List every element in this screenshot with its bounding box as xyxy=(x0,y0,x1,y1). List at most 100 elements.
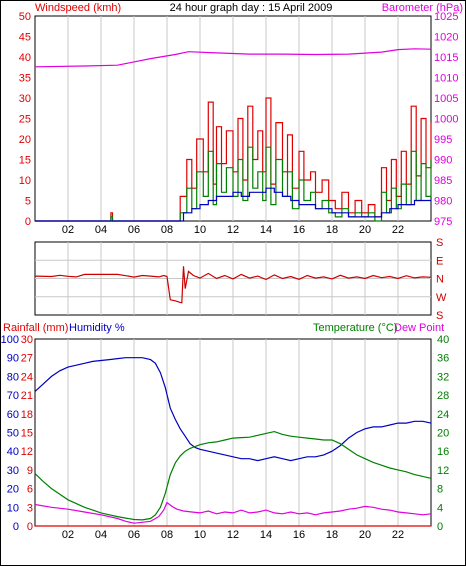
wind-x-tick-label: 08 xyxy=(161,224,173,236)
direction-series xyxy=(34,266,432,304)
wind-left-tick-label: 25 xyxy=(19,114,31,126)
rainfall-tick-label: 15 xyxy=(21,428,33,440)
temp-x-tick-label: 08 xyxy=(161,529,173,541)
humidity-label: Humidity % xyxy=(69,322,125,334)
wind-x-tick-label: 02 xyxy=(62,224,74,236)
humidity-tick-label: 20 xyxy=(7,484,19,496)
rainfall-tick-label: 27 xyxy=(21,353,33,365)
wind-right-tick-label: 990 xyxy=(434,155,452,167)
rainfall-tick-label: 6 xyxy=(27,484,33,496)
wind-left-tick-label: 15 xyxy=(19,155,31,167)
temperature-label: Temperature (°C) xyxy=(313,322,397,334)
temp-x-tick-label: 20 xyxy=(359,529,371,541)
wind-left-ticks: 0 5 10 15 20 25 30 35 40 45 50 xyxy=(19,11,31,228)
wind-left-tick-label: 50 xyxy=(19,11,31,23)
temperature-tick-label: 4 xyxy=(437,502,443,514)
humidity-tick-label: 80 xyxy=(7,371,19,383)
temp-x-tick-label: 18 xyxy=(326,529,338,541)
temperature-tick-label: 12 xyxy=(437,465,449,477)
temperature-tick-label: 36 xyxy=(437,353,449,365)
temperature-tick-label: 0 xyxy=(437,521,443,533)
wind-left-label: Windspeed (kmh) xyxy=(35,2,121,14)
wind-x-ticks: 02 04 06 08 10 12 14 16 18 20 22 xyxy=(62,224,404,236)
wind-left-tick-label: 20 xyxy=(19,134,31,146)
temperature-tick-label: 32 xyxy=(437,371,449,383)
direction-tick-label: S xyxy=(436,237,443,249)
wind-barometer-panel: Windspeed (kmh) 24 hour graph day : 15 A… xyxy=(19,2,463,236)
rainfall-label: Rainfall (mm) xyxy=(3,322,68,334)
temp-temperature-line xyxy=(34,430,432,521)
wind-right-tick-label: 1025 xyxy=(434,11,458,23)
direction-tick-label: E xyxy=(436,255,443,267)
direction-tick-label: S xyxy=(436,310,443,322)
wind-x-tick-label: 16 xyxy=(293,224,305,236)
temp-x-tick-label: 12 xyxy=(227,529,239,541)
wind-right-tick-label: 980 xyxy=(434,196,452,208)
temperature-tick-label: 28 xyxy=(437,390,449,402)
temp-x-tick-label: 06 xyxy=(128,529,140,541)
temperature-tick-label: 16 xyxy=(437,446,449,458)
temp-x-tick-label: 04 xyxy=(95,529,107,541)
temp-humidity-line xyxy=(34,357,432,462)
wind-series xyxy=(34,48,432,222)
wind-x-tick-label: 10 xyxy=(194,224,206,236)
temperature-right-ticks: 0 4 8 12 16 20 24 28 32 36 40 xyxy=(437,334,449,533)
direction-direction-line xyxy=(34,266,432,304)
humidity-tick-label: 40 xyxy=(7,446,19,458)
temperature-series xyxy=(34,357,432,527)
rainfall-tick-label: 9 xyxy=(27,465,33,477)
direction-tick-label: W xyxy=(436,292,447,304)
wind-right-label: Barometer (hPa) xyxy=(382,2,463,14)
wind-right-tick-label: 985 xyxy=(434,175,452,187)
rainfall-tick-label: 18 xyxy=(21,409,33,421)
rainfall-tick-label: 21 xyxy=(21,390,33,402)
wind-right-tick-label: 1015 xyxy=(434,52,458,64)
temperature-humidity-panel: Rainfall (mm) Humidity % Temperature (°C… xyxy=(1,322,449,541)
rainfall-tick-label: 24 xyxy=(21,371,33,383)
wind-barometer-line xyxy=(34,48,432,68)
temperature-tick-label: 8 xyxy=(437,484,443,496)
temperature-grid xyxy=(67,339,399,526)
temp-x-tick-label: 02 xyxy=(62,529,74,541)
humidity-tick-label: 0 xyxy=(13,521,19,533)
humidity-tick-label: 60 xyxy=(7,409,19,421)
rainfall-tick-label: 0 xyxy=(27,521,33,533)
humidity-tick-label: 70 xyxy=(7,390,19,402)
temp-x-tick-label: 10 xyxy=(194,529,206,541)
wind-x-tick-label: 14 xyxy=(260,224,272,236)
wind-right-tick-label: 1010 xyxy=(434,73,458,85)
temperature-x-ticks: 02 04 06 08 10 12 14 16 18 20 22 xyxy=(62,529,404,541)
wind-trend-line xyxy=(35,187,431,222)
humidity-tick-label: 10 xyxy=(7,502,19,514)
chart-title: 24 hour graph day : 15 April 2009 xyxy=(170,2,333,14)
wind-right-tick-label: 1000 xyxy=(434,114,458,126)
wind-left-tick-label: 0 xyxy=(25,216,31,228)
humidity-tick-label: 30 xyxy=(7,465,19,477)
wind-x-tick-label: 20 xyxy=(359,224,371,236)
wind-right-tick-label: 1020 xyxy=(434,32,458,44)
rainfall-tick-label: 3 xyxy=(27,502,33,514)
temperature-tick-label: 24 xyxy=(437,409,449,421)
temp-x-tick-label: 22 xyxy=(392,529,404,541)
temp-x-tick-label: 14 xyxy=(260,529,272,541)
wind-left-tick-label: 45 xyxy=(19,32,31,44)
temp-dewpoint-line xyxy=(34,501,432,524)
temp-x-tick-label: 16 xyxy=(293,529,305,541)
rainfall-tick-label: 12 xyxy=(21,446,33,458)
humidity-tick-label: 50 xyxy=(7,428,19,440)
wind-average-line xyxy=(35,146,432,222)
wind-x-tick-label: 04 xyxy=(95,224,107,236)
direction-tick-label: N xyxy=(436,274,444,286)
wind-right-tick-label: 995 xyxy=(434,134,452,146)
humidity-tick-label: 90 xyxy=(7,353,19,365)
wind-x-tick-label: 12 xyxy=(227,224,239,236)
wind-gust-line xyxy=(35,97,432,222)
wind-right-tick-label: 1005 xyxy=(434,93,458,105)
wind-x-tick-label: 22 xyxy=(392,224,404,236)
wind-left-tick-label: 10 xyxy=(19,175,31,187)
